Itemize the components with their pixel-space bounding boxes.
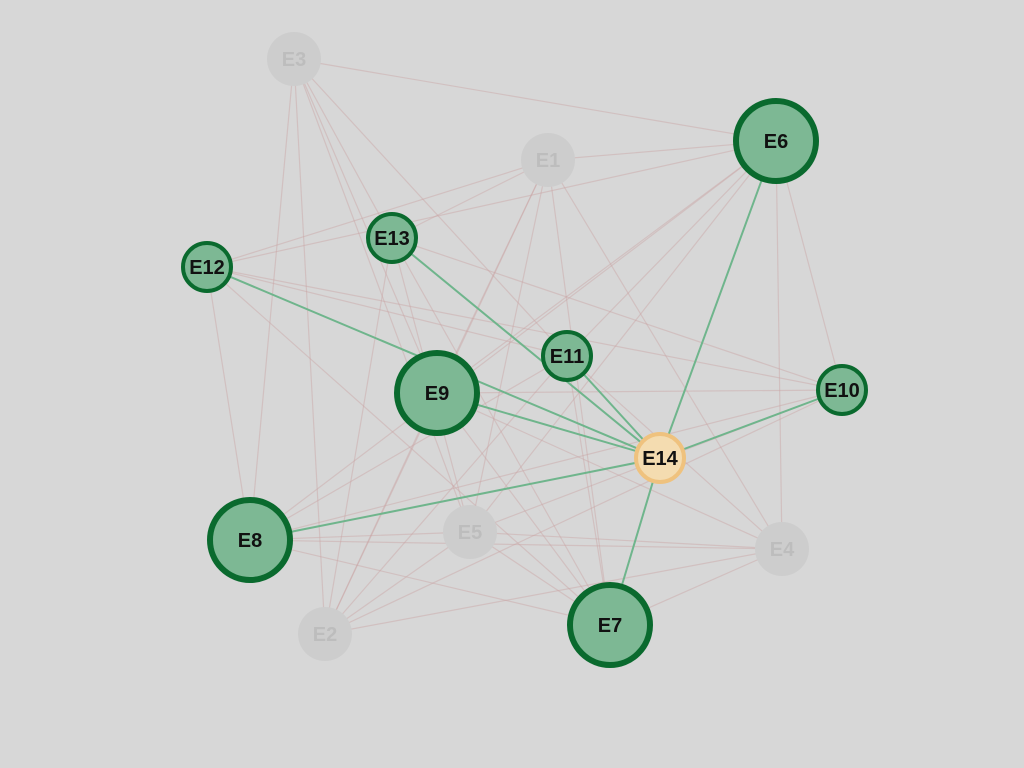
edge-e14-e8 <box>249 457 661 541</box>
node-label-e12: E12 <box>189 257 225 279</box>
edge-e12-e10 <box>206 266 843 391</box>
node-label-e4: E4 <box>770 539 795 561</box>
node-circle-e4[interactable] <box>755 522 809 576</box>
node-label-e5: E5 <box>458 522 482 544</box>
edge-e14-e10 <box>659 389 843 459</box>
node-circle-e13[interactable] <box>366 212 418 264</box>
edge-e14-e6 <box>659 140 777 459</box>
node-e11[interactable]: E11 <box>541 330 593 382</box>
node-e3[interactable]: E3 <box>267 32 321 86</box>
edge-e12-e11 <box>206 266 568 357</box>
node-label-e11: E11 <box>550 346 584 368</box>
edge-e5-e4 <box>469 531 783 550</box>
edge-e3-e5 <box>293 58 471 533</box>
edge-e14-e13 <box>391 237 661 459</box>
node-label-e10: E10 <box>824 380 860 402</box>
node-circle-e14[interactable] <box>634 432 686 484</box>
edge-e6-e9 <box>436 140 777 394</box>
edge-e12-e7 <box>206 266 611 626</box>
node-circle-e2[interactable] <box>298 607 352 661</box>
node-e5[interactable]: E5 <box>443 505 497 559</box>
edge-e9-e7 <box>436 392 611 626</box>
edge-e8-e4 <box>249 539 783 550</box>
node-label-e3: E3 <box>282 49 306 71</box>
edge-e6-e11 <box>566 140 777 357</box>
node-label-e14: E14 <box>642 448 678 470</box>
edge-e6-e12 <box>206 140 777 268</box>
edge-e3-e13 <box>293 58 393 239</box>
node-circle-e8[interactable] <box>207 497 293 583</box>
node-label-e8: E8 <box>238 530 262 552</box>
node-circle-e7[interactable] <box>567 582 653 668</box>
edge-e1-e4 <box>547 159 783 550</box>
edge-e5-e2 <box>324 531 471 635</box>
edge-e2-e4 <box>324 548 783 635</box>
node-e14[interactable]: E14 <box>634 432 686 484</box>
node-e13[interactable]: E13 <box>366 212 418 264</box>
edge-e10-e8 <box>249 389 843 541</box>
node-e8[interactable]: E8 <box>207 497 293 583</box>
edge-e8-e7 <box>249 539 611 626</box>
edge-e13-e7 <box>391 237 611 626</box>
edge-e9-e4 <box>436 392 783 550</box>
edge-e11-e7 <box>566 355 611 626</box>
node-circle-e6[interactable] <box>733 98 819 184</box>
node-e9[interactable]: E9 <box>394 350 480 436</box>
edge-e1-e5 <box>469 159 549 533</box>
edge-e11-e8 <box>249 355 568 541</box>
edge-e3-e11 <box>293 58 568 357</box>
node-label-e13: E13 <box>374 228 410 250</box>
node-label-e7: E7 <box>598 615 622 637</box>
node-circle-e10[interactable] <box>816 364 868 416</box>
edge-e1-e9 <box>436 159 549 394</box>
node-e12[interactable]: E12 <box>181 241 233 293</box>
nodes-layer: E1 E2 E3 E4 E5 E6 E7 E8 E9 E10 E11 E12 E13 E14 <box>181 32 868 668</box>
node-e4[interactable]: E4 <box>755 522 809 576</box>
edge-e6-e8 <box>249 140 777 541</box>
node-label-e9: E9 <box>425 383 449 405</box>
edge-e3-e2 <box>293 58 326 635</box>
node-e6[interactable]: E6 <box>733 98 819 184</box>
edge-e1-e13 <box>391 159 549 239</box>
node-label-e6: E6 <box>764 131 788 153</box>
node-e1[interactable]: E1 <box>521 133 575 187</box>
node-label-e1: E1 <box>536 150 560 172</box>
edge-e3-e8 <box>249 58 295 541</box>
edge-e12-e8 <box>206 266 251 541</box>
node-circle-e11[interactable] <box>541 330 593 382</box>
node-circle-e1[interactable] <box>521 133 575 187</box>
edge-e6-e5 <box>469 140 777 533</box>
node-e7[interactable]: E7 <box>567 582 653 668</box>
edge-e1-e12 <box>206 159 549 268</box>
node-circle-e3[interactable] <box>267 32 321 86</box>
node-e2[interactable]: E2 <box>298 607 352 661</box>
edge-e13-e10 <box>391 237 843 391</box>
edge-e6-e4 <box>775 140 783 550</box>
node-circle-e5[interactable] <box>443 505 497 559</box>
node-e10[interactable]: E10 <box>816 364 868 416</box>
node-label-e2: E2 <box>313 624 337 646</box>
edge-e10-e2 <box>324 389 843 635</box>
edge-e3-e6 <box>293 58 777 142</box>
node-circle-e9[interactable] <box>394 350 480 436</box>
edge-e3-e9 <box>293 58 438 394</box>
edge-e13-e2 <box>324 237 393 635</box>
node-circle-e12[interactable] <box>181 241 233 293</box>
